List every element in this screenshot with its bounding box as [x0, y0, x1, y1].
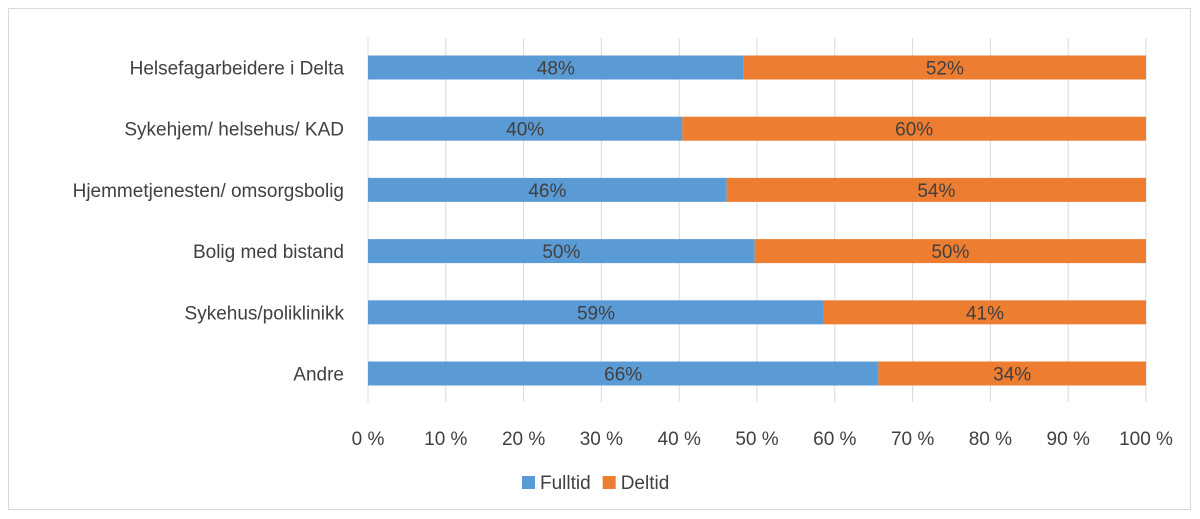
x-tick-label: 60 %: [813, 429, 856, 450]
bar-fulltid-helsefagarbeidere-i-delta: [368, 55, 744, 80]
x-tick-label: 30 %: [580, 429, 623, 450]
bar-deltid-sykehjem-helsehus-kad: [682, 116, 1146, 141]
x-tick-label: 10 %: [424, 429, 467, 450]
data-label-fulltid-sykehjem-helsehus-kad: 40%: [506, 120, 544, 141]
bar-fulltid-andre: [368, 361, 879, 386]
bar-deltid-hjemmetjenesten-omsorgsbolig: [726, 177, 1146, 202]
x-tick-label: 0 %: [352, 429, 385, 450]
data-label-fulltid-helsefagarbeidere-i-delta: 48%: [537, 59, 575, 80]
bar-fulltid-sykehus-poliklinikk: [368, 300, 824, 325]
legend-label-fulltid: Fulltid: [540, 473, 591, 494]
x-tick-label: 90 %: [1047, 429, 1090, 450]
category-label-sykehus-poliklinikk: Sykehus/poliklinikk: [185, 303, 345, 324]
x-tick-label: 40 %: [658, 429, 701, 450]
x-tick-label: 80 %: [969, 429, 1012, 450]
bar-fulltid-sykehjem-helsehus-kad: [368, 116, 683, 141]
bar-deltid-sykehus-poliklinikk: [823, 300, 1146, 325]
x-tick-label: 70 %: [891, 429, 934, 450]
data-label-deltid-helsefagarbeidere-i-delta: 52%: [926, 59, 964, 80]
data-label-deltid-sykehjem-helsehus-kad: 60%: [895, 120, 933, 141]
bar-deltid-bolig-med-bistand: [754, 239, 1146, 264]
x-tick-label: 50 %: [735, 429, 778, 450]
legend-label-deltid: Deltid: [621, 473, 670, 494]
bars: [368, 55, 1146, 386]
data-label-fulltid-andre: 66%: [604, 365, 642, 386]
category-label-andre: Andre: [293, 365, 344, 386]
data-label-deltid-andre: 34%: [993, 365, 1031, 386]
category-label-helsefagarbeidere-i-delta: Helsefagarbeidere i Delta: [130, 59, 345, 80]
data-label-deltid-bolig-med-bistand: 50%: [931, 242, 969, 263]
legend-swatch-fulltid: [522, 476, 535, 489]
bar-fulltid-bolig-med-bistand: [368, 239, 755, 264]
data-label-fulltid-sykehus-poliklinikk: 59%: [577, 303, 615, 324]
gridlines: [367, 38, 1147, 402]
bar-fulltid-hjemmetjenesten-omsorgsbolig: [368, 177, 727, 202]
data-label-deltid-hjemmetjenesten-omsorgsbolig: 54%: [917, 181, 955, 202]
category-label-sykehjem-helsehus-kad: Sykehjem/ helsehus/ KAD: [124, 120, 344, 141]
category-label-bolig-med-bistand: Bolig med bistand: [193, 242, 344, 263]
bar-deltid-andre: [878, 361, 1146, 386]
labels: 0 % 10 % 20 % 30 % 40 % 50 % 60 % 70 % 80 % 90 % 1…: [73, 59, 1173, 451]
x-tick-label: 20 %: [502, 429, 545, 450]
x-tick-label: 100 %: [1119, 429, 1173, 450]
category-label-hjemmetjenesten-omsorgsbolig: Hjemmetjenesten/ omsorgsbolig: [73, 181, 344, 202]
data-label-deltid-sykehus-poliklinikk: 41%: [966, 303, 1004, 324]
data-label-fulltid-bolig-med-bistand: 50%: [542, 242, 580, 263]
legend-swatch-deltid: [602, 476, 616, 489]
data-label-fulltid-hjemmetjenesten-omsorgsbolig: 46%: [528, 181, 566, 202]
legend: Fulltid Deltid: [522, 473, 669, 494]
bar-deltid-helsefagarbeidere-i-delta: [743, 55, 1146, 80]
